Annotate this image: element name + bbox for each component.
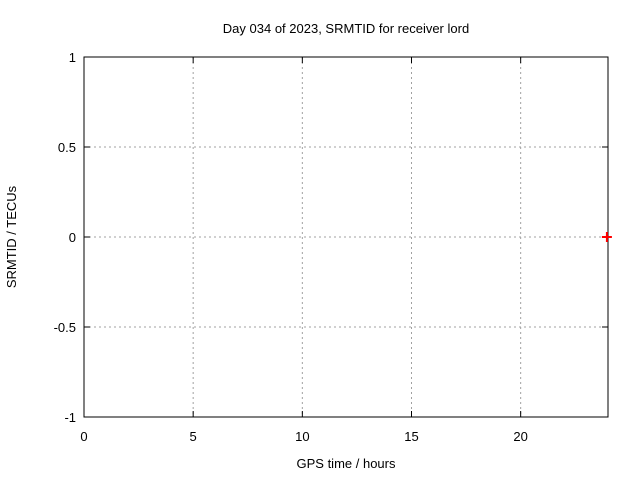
x-axis-label: GPS time / hours (297, 456, 396, 471)
x-tick-label: 15 (404, 429, 418, 444)
y-tick-label: 0 (69, 230, 76, 245)
tick-labels: 0 5 10 15 20 -1 -0.5 0 0.5 1 (54, 50, 528, 444)
data-point-marker (601, 232, 612, 242)
x-tick-label: 0 (80, 429, 87, 444)
y-axis-label: SRMTID / TECUs (4, 185, 19, 288)
gridlines (84, 57, 608, 417)
x-tick-label: 10 (295, 429, 309, 444)
data-points (601, 232, 612, 242)
y-tick-label: 1 (69, 50, 76, 65)
y-tick-label: -0.5 (54, 320, 76, 335)
y-tick-label: -1 (64, 410, 76, 425)
x-tick-label: 20 (513, 429, 527, 444)
x-tick-label: 5 (190, 429, 197, 444)
chart-title: Day 034 of 2023, SRMTID for receiver lor… (223, 21, 469, 36)
y-tick-label: 0.5 (58, 140, 76, 155)
